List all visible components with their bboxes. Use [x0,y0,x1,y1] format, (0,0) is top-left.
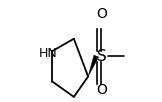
Polygon shape [88,55,99,76]
Text: O: O [96,83,107,97]
Text: S: S [97,49,106,64]
Text: HN: HN [39,47,58,60]
Text: O: O [96,7,107,21]
